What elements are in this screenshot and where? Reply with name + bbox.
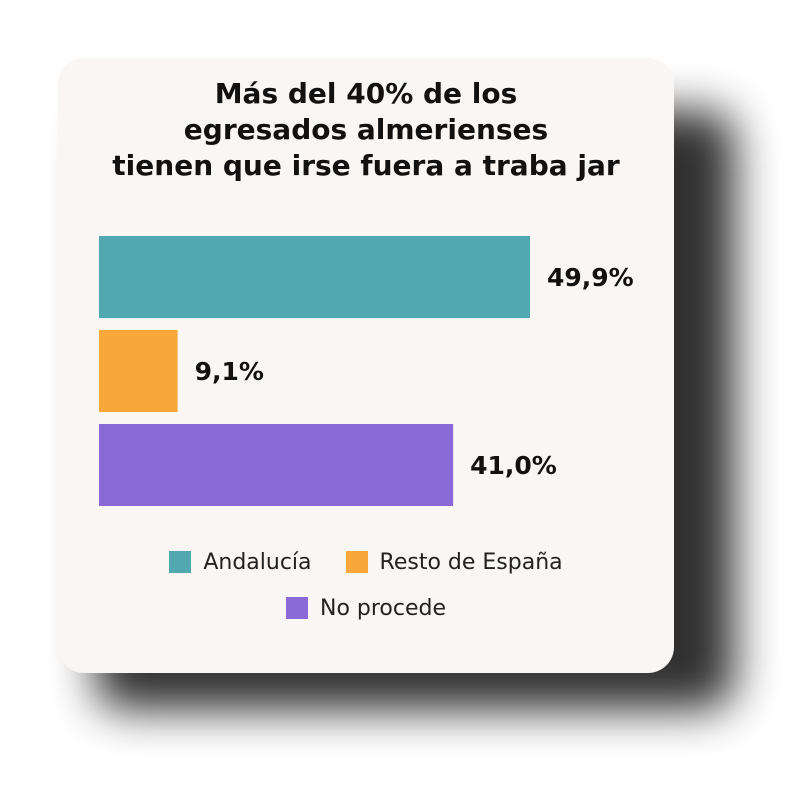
bar-resto-de-espana [99, 330, 178, 412]
value-label-no-procede: 41,0% [470, 451, 557, 480]
legend-swatch-andalucia [169, 551, 192, 573]
title-line-3: tienen que irse fuera a traba jar [112, 149, 620, 182]
value-label-resto-de-espana: 9,1% [195, 357, 264, 386]
legend-row-2: No procede [58, 592, 674, 624]
legend-item-andalucia: Andalucía [169, 549, 312, 575]
bar-chart: 49,9% 9,1% 41,0% [99, 236, 634, 506]
legend-label-andalucia: Andalucía [203, 549, 312, 575]
bar-no-procede [99, 424, 454, 506]
bar-andalucia [99, 236, 530, 318]
legend-label-no-procede: No procede [319, 595, 447, 621]
legend-item-no-procede: No procede [285, 595, 447, 621]
legend-row-1: Andalucía Resto de España [58, 546, 674, 578]
chart-title: Más del 40% de los egresados almerienses… [58, 76, 674, 184]
legend-label-resto: Resto de España [379, 549, 563, 575]
legend: Andalucía Resto de España No procede [58, 546, 674, 638]
value-label-andalucia: 49,9% [547, 263, 634, 292]
legend-item-resto: Resto de España [345, 549, 563, 575]
chart-card: Más del 40% de los egresados almerienses… [58, 58, 674, 673]
title-line-2: egresados almerienses [183, 113, 549, 146]
legend-swatch-no-procede [285, 597, 308, 619]
legend-swatch-resto [345, 551, 368, 573]
title-line-1: Más del 40% de los [214, 77, 518, 110]
